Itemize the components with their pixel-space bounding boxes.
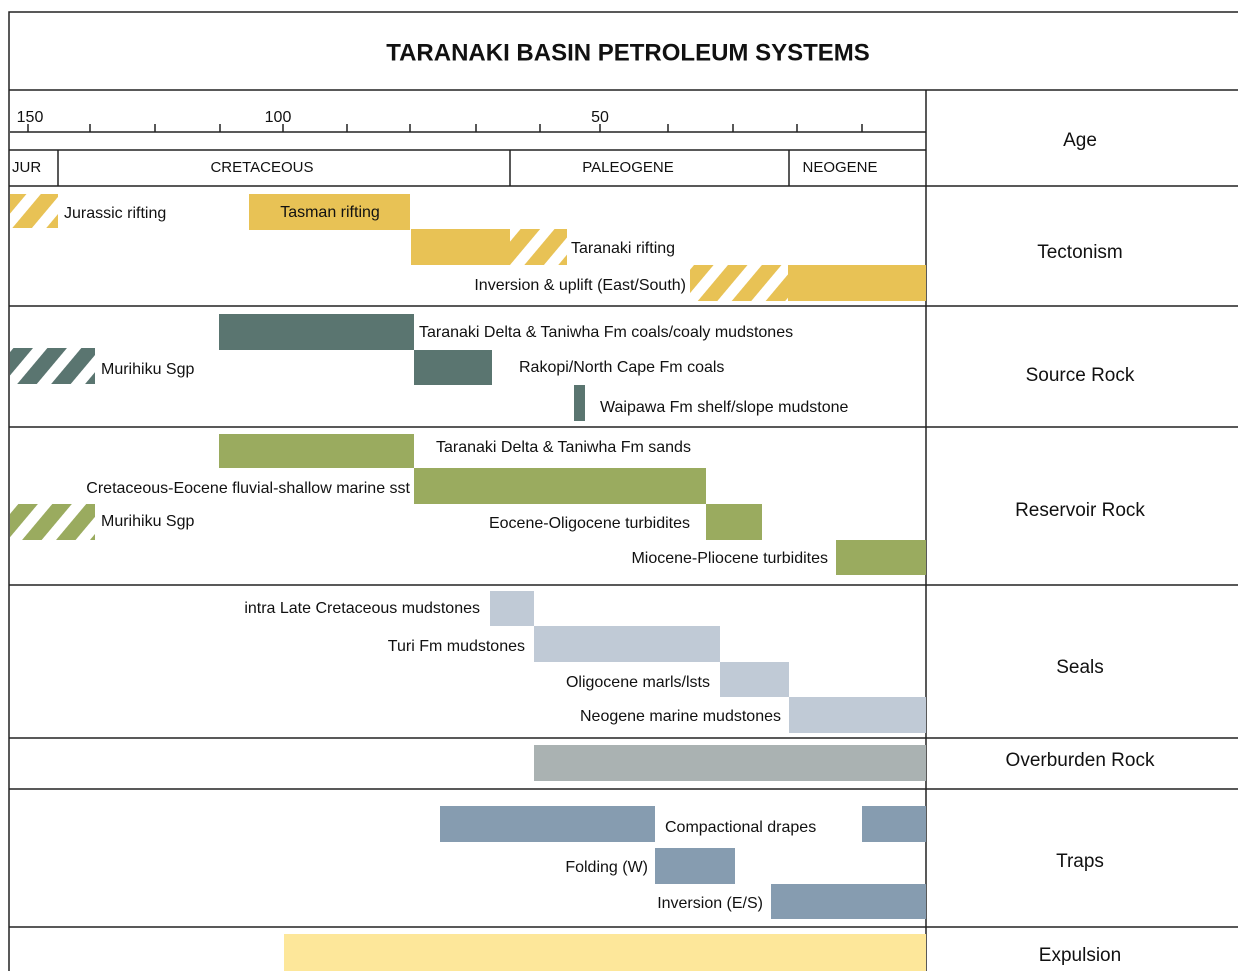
bar [249, 194, 410, 230]
age-label: 150 [17, 109, 44, 126]
bar [690, 265, 788, 301]
tectonism-bars [10, 194, 926, 301]
age-label: 100 [265, 109, 292, 126]
bar [440, 806, 655, 842]
bar-label: Folding (W) [565, 859, 648, 876]
bar [411, 229, 510, 265]
bar-label: Taranaki Delta & Taniwha Fm coals/coaly … [419, 324, 793, 341]
bar-label: Turi Fm mudstones [388, 638, 525, 655]
bar-label: Eocene-Oligocene turbidites [489, 515, 690, 532]
expulsion-bar [284, 934, 926, 971]
bar [219, 434, 414, 468]
row-label: Tectonism [1037, 242, 1123, 263]
bar-label: Miocene-Pliocene turbidites [631, 550, 828, 567]
trap-bars [440, 806, 926, 919]
overburden-bar [534, 745, 926, 781]
period-label: NEOGENE [802, 159, 877, 176]
bar [836, 540, 926, 575]
bar [788, 265, 926, 301]
bar-label: Murihiku Sgp [101, 361, 194, 378]
bar [771, 884, 926, 919]
bar-label: Inversion & uplift (East/South) [474, 277, 686, 294]
bar-label: intra Late Cretaceous mudstones [244, 600, 480, 617]
row-label: Expulsion [1039, 945, 1121, 966]
frame [8, 11, 1238, 971]
bar [10, 348, 95, 384]
bar-label: Cretaceous-Eocene fluvial-shallow marine… [86, 480, 410, 497]
bar-label: Compactional drapes [665, 819, 816, 836]
seal-bars [490, 591, 926, 733]
bar-label: Neogene marine mudstones [580, 708, 781, 725]
bar-label: Taranaki rifting [571, 240, 675, 257]
period-label: CRETACEOUS [210, 159, 313, 176]
period-label: JUR [12, 159, 41, 176]
bar [490, 591, 534, 626]
bar [720, 662, 789, 697]
bar [10, 504, 95, 540]
row-label: Source Rock [1026, 365, 1135, 386]
row-label: Seals [1056, 657, 1104, 678]
bar-label: Waipawa Fm shelf/slope mudstone [600, 399, 849, 416]
bar-label: Oligocene marls/lsts [566, 674, 710, 691]
bar [10, 194, 58, 228]
row-label: Age [1063, 130, 1097, 151]
period-label: PALEOGENE [582, 159, 673, 176]
reservoir-bars [10, 434, 926, 575]
bar [534, 626, 720, 662]
bar [655, 848, 735, 884]
title: TARANAKI BASIN PETROLEUM SYSTEMS [386, 39, 870, 66]
source-bars [10, 314, 585, 421]
bar [862, 806, 926, 842]
bar-label: Rakopi/North Cape Fm coals [519, 359, 724, 376]
bar [219, 314, 414, 350]
row-label: Overburden Rock [1006, 750, 1155, 771]
bar-label: Tasman rifting [280, 204, 380, 221]
bar-label: Taranaki Delta & Taniwha Fm sands [436, 439, 691, 456]
bar [574, 385, 585, 421]
row-label: Reservoir Rock [1015, 500, 1145, 521]
age-label: 50 [591, 109, 609, 126]
bar-label: Jurassic rifting [64, 205, 166, 222]
bar-label: Murihiku Sgp [101, 513, 194, 530]
bar [706, 504, 762, 540]
bar [414, 350, 492, 385]
bar-label: Inversion (E/S) [657, 895, 763, 912]
bar [414, 468, 706, 504]
row-label: Traps [1056, 851, 1104, 872]
bar [789, 697, 926, 733]
bar [510, 229, 567, 265]
